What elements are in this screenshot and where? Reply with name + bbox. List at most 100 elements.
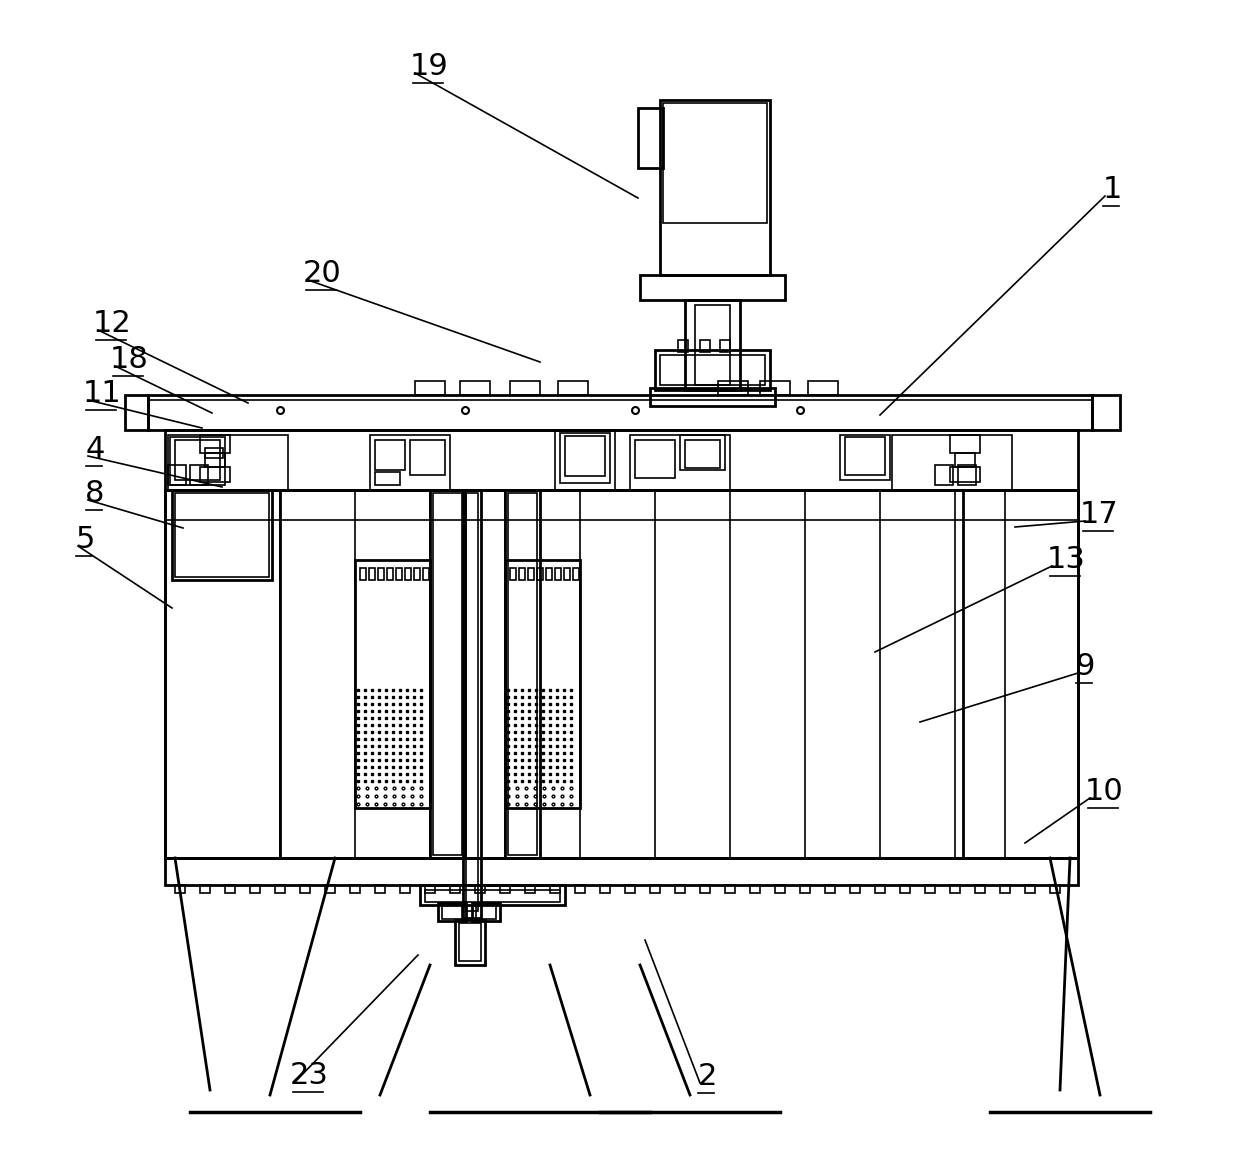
Bar	[205, 448, 223, 457]
Bar	[125, 394, 148, 429]
Text: 11: 11	[83, 379, 122, 408]
Bar	[520, 568, 525, 580]
Text: 2: 2	[697, 1062, 717, 1091]
Bar	[537, 568, 543, 580]
Bar	[725, 885, 735, 893]
Bar	[433, 492, 463, 855]
Text: 12: 12	[93, 309, 131, 338]
Bar	[959, 464, 976, 485]
Bar	[175, 492, 269, 576]
Bar	[1050, 885, 1060, 893]
Text: 19: 19	[409, 53, 449, 81]
Bar	[718, 380, 748, 394]
Bar	[556, 568, 560, 580]
Bar	[630, 435, 730, 490]
Bar	[374, 440, 405, 470]
Bar	[466, 492, 477, 911]
Text: 13: 13	[1047, 545, 1085, 574]
Bar	[963, 490, 1078, 858]
Bar	[701, 885, 711, 893]
Bar	[300, 885, 310, 893]
Bar	[423, 568, 429, 580]
Bar	[275, 885, 285, 893]
Bar	[476, 904, 496, 918]
Bar	[460, 380, 490, 394]
Bar	[701, 340, 711, 352]
Bar	[655, 350, 770, 390]
Text: 18: 18	[109, 345, 149, 373]
Text: 1: 1	[1102, 175, 1122, 204]
Bar	[510, 380, 539, 394]
Bar	[325, 885, 335, 893]
Text: 9: 9	[1075, 652, 1095, 682]
Bar	[935, 464, 954, 485]
Bar	[660, 100, 770, 275]
Bar	[1092, 394, 1120, 429]
Bar	[680, 435, 725, 470]
Bar	[396, 568, 402, 580]
Bar	[190, 464, 208, 485]
Bar	[148, 394, 1092, 429]
Bar	[175, 885, 185, 893]
Text: 10: 10	[1085, 777, 1123, 806]
Bar	[250, 885, 260, 893]
Bar	[694, 305, 730, 385]
Bar	[405, 568, 410, 580]
Bar	[510, 568, 516, 580]
Bar	[551, 885, 560, 893]
Bar	[975, 885, 985, 893]
Bar	[660, 355, 765, 385]
Text: 20: 20	[303, 259, 341, 288]
Bar	[950, 885, 960, 893]
Bar	[684, 440, 720, 468]
Bar	[925, 885, 935, 893]
Bar	[401, 885, 410, 893]
Text: 23: 23	[290, 1061, 329, 1090]
Bar	[508, 492, 537, 855]
Bar	[875, 885, 885, 893]
Bar	[849, 885, 861, 893]
Bar	[438, 903, 466, 921]
Bar	[505, 560, 580, 808]
Bar	[684, 300, 740, 390]
Bar	[844, 436, 885, 475]
Bar	[650, 885, 660, 893]
Bar	[999, 885, 1011, 893]
Bar	[900, 885, 910, 893]
Bar	[374, 885, 384, 893]
Bar	[350, 885, 360, 893]
Bar	[200, 885, 210, 893]
Bar	[635, 440, 675, 478]
Bar	[165, 490, 1078, 858]
Bar	[775, 885, 785, 893]
Bar	[172, 490, 272, 580]
Bar	[525, 885, 534, 893]
Bar	[675, 885, 684, 893]
Bar	[825, 885, 835, 893]
Bar	[378, 568, 384, 580]
Bar	[200, 467, 229, 482]
Bar	[640, 275, 785, 300]
Bar	[575, 885, 585, 893]
Bar	[455, 920, 485, 965]
Bar	[200, 435, 229, 453]
Bar	[425, 885, 435, 893]
Bar	[663, 103, 768, 223]
Bar	[420, 885, 565, 904]
Bar	[165, 429, 1078, 490]
Bar	[167, 464, 186, 485]
Bar	[800, 885, 810, 893]
Bar	[165, 490, 280, 858]
Bar	[573, 568, 579, 580]
Bar	[546, 568, 552, 580]
Bar	[430, 490, 465, 858]
Bar	[505, 490, 539, 858]
Bar	[760, 380, 790, 394]
Bar	[650, 387, 775, 406]
Bar	[556, 429, 615, 490]
Bar	[370, 568, 374, 580]
Bar	[564, 568, 570, 580]
Bar	[425, 890, 560, 902]
Bar	[370, 435, 450, 490]
Bar	[441, 904, 463, 918]
